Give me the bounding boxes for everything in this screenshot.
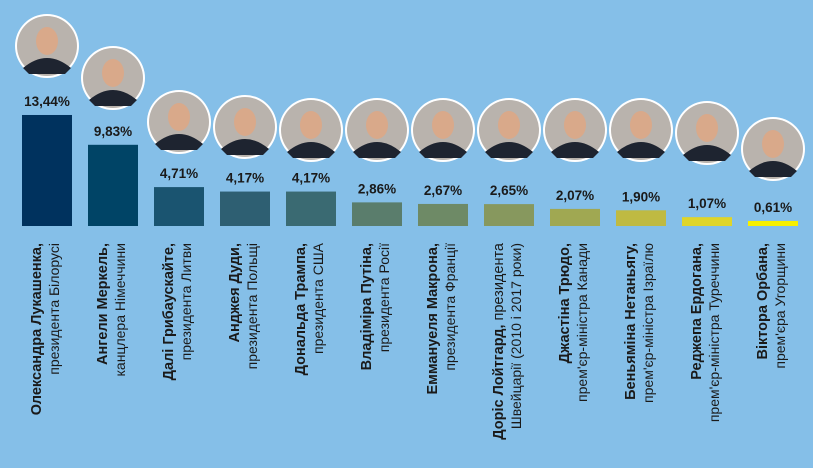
bar xyxy=(418,203,468,226)
person-name-text: Олександра Лукашенка, xyxy=(29,243,45,416)
value-label: 2,67% xyxy=(424,183,462,198)
person-name: Дональда Трампа, xyxy=(292,243,310,468)
person-name-text: Джастіна Трюдо, xyxy=(557,243,573,364)
person-name-text: Беньяміна Нетаньягу, xyxy=(623,243,639,400)
bar xyxy=(550,208,600,226)
person-title: прем'єр-міністра Канади xyxy=(574,243,590,402)
person-title: Швейцарії (2010 і 2017 роки) xyxy=(508,243,524,430)
value-label: 2,07% xyxy=(556,188,594,203)
value-label: 2,86% xyxy=(358,181,396,196)
portrait-photo xyxy=(15,14,79,78)
person-title: прем'єра Угорщини xyxy=(772,243,788,369)
person-name-text: Далі Грибаускайте, xyxy=(161,243,177,381)
portrait-photo xyxy=(81,46,145,110)
category-label: Дональда Трампа, президента США xyxy=(292,243,332,468)
category-label: Анджея Дуди, президента Польщі xyxy=(226,243,266,468)
category-label: Реджепа Ердогана, прем'єр-міністра Туречч… xyxy=(688,243,728,468)
value-label: 0,61% xyxy=(754,200,792,215)
bar xyxy=(220,191,270,226)
person-name: Доріс Лойтгард, президента xyxy=(490,243,508,468)
person-name-text: Доріс Лойтгард, xyxy=(491,324,507,440)
portrait-photo xyxy=(609,98,673,162)
value-label: 2,65% xyxy=(490,183,528,198)
value-label: 9,83% xyxy=(94,124,132,139)
person-title: прем'єр-міністра Туреччини xyxy=(706,243,722,423)
bar xyxy=(484,204,534,226)
portrait-photo xyxy=(477,98,541,162)
person-name-text: Еммануеля Макрона, xyxy=(425,243,441,395)
person-title: президента Росії xyxy=(376,243,392,353)
person-name-text: Дональда Трампа, xyxy=(293,243,309,376)
bar xyxy=(352,202,402,226)
value-label: 4,71% xyxy=(160,166,198,181)
person-title: президента Білорусі xyxy=(46,243,62,375)
bar xyxy=(682,217,732,226)
person-title: президента Франції xyxy=(442,243,458,371)
category-label: Беньяміна Нетаньягу, прем'єр-міністра Ізр… xyxy=(622,243,662,468)
value-label: 4,17% xyxy=(226,171,264,186)
value-label: 4,17% xyxy=(292,171,330,186)
category-label: Олександра Лукашенка, президента Білорусі xyxy=(28,243,68,468)
bar xyxy=(22,114,72,226)
person-name-text: Владіміра Путіна, xyxy=(359,243,375,371)
person-name: Еммануеля Макрона, xyxy=(424,243,442,468)
bar xyxy=(616,210,666,226)
portrait-photo xyxy=(279,98,343,162)
person-title: президента Литви xyxy=(178,243,194,361)
person-title: прем'єр-міністра Ізраїлю xyxy=(640,243,656,403)
portrait-photo xyxy=(213,95,277,159)
person-name: Реджепа Ердогана, xyxy=(688,243,706,468)
person-name: Ангели Меркель, xyxy=(94,243,112,468)
portrait-photo xyxy=(345,98,409,162)
person-name-text: Анджея Дуди, xyxy=(227,243,243,343)
person-title: президента США xyxy=(310,243,326,354)
portrait-photo xyxy=(147,90,211,154)
person-title: канцлера Німеччини xyxy=(112,243,128,377)
person-name: Олександра Лукашенка, xyxy=(28,243,46,468)
category-label: Джастіна Трюдо, прем'єр-міністра Канади xyxy=(556,243,596,468)
category-label: Владіміра Путіна, президента Росії xyxy=(358,243,398,468)
bar xyxy=(88,144,138,226)
portrait-photo xyxy=(543,98,607,162)
value-label: 1,07% xyxy=(688,196,726,211)
category-label: Доріс Лойтгард, президента Швейцарії (201… xyxy=(490,243,530,468)
portrait-photo xyxy=(675,101,739,165)
person-title: президента Польщі xyxy=(244,243,260,370)
category-label: Віктора Орбана, прем'єра Угорщини xyxy=(754,243,794,468)
person-name: Джастіна Трюдо, xyxy=(556,243,574,468)
person-title-prefix: президента xyxy=(491,243,507,325)
portrait-photo xyxy=(741,117,805,181)
person-name: Віктора Орбана, xyxy=(754,243,772,468)
bar xyxy=(154,187,204,226)
category-label: Далі Грибаускайте, президента Литви xyxy=(160,243,200,468)
person-name: Владіміра Путіна, xyxy=(358,243,376,468)
portrait-photo xyxy=(411,98,475,162)
person-name-text: Ангели Меркель, xyxy=(95,243,111,365)
category-label: Ангели Меркель, канцлера Німеччини xyxy=(94,243,134,468)
bar xyxy=(286,191,336,226)
person-name-text: Віктора Орбана, xyxy=(755,243,771,360)
category-label: Еммануеля Макрона, президента Франції xyxy=(424,243,464,468)
person-name-text: Реджепа Ердогана, xyxy=(689,243,705,380)
value-label: 13,44% xyxy=(24,94,70,109)
value-label: 1,90% xyxy=(622,189,660,204)
bar xyxy=(748,220,798,226)
person-name: Беньяміна Нетаньягу, xyxy=(622,243,640,468)
person-name: Далі Грибаускайте, xyxy=(160,243,178,468)
person-name: Анджея Дуди, xyxy=(226,243,244,468)
